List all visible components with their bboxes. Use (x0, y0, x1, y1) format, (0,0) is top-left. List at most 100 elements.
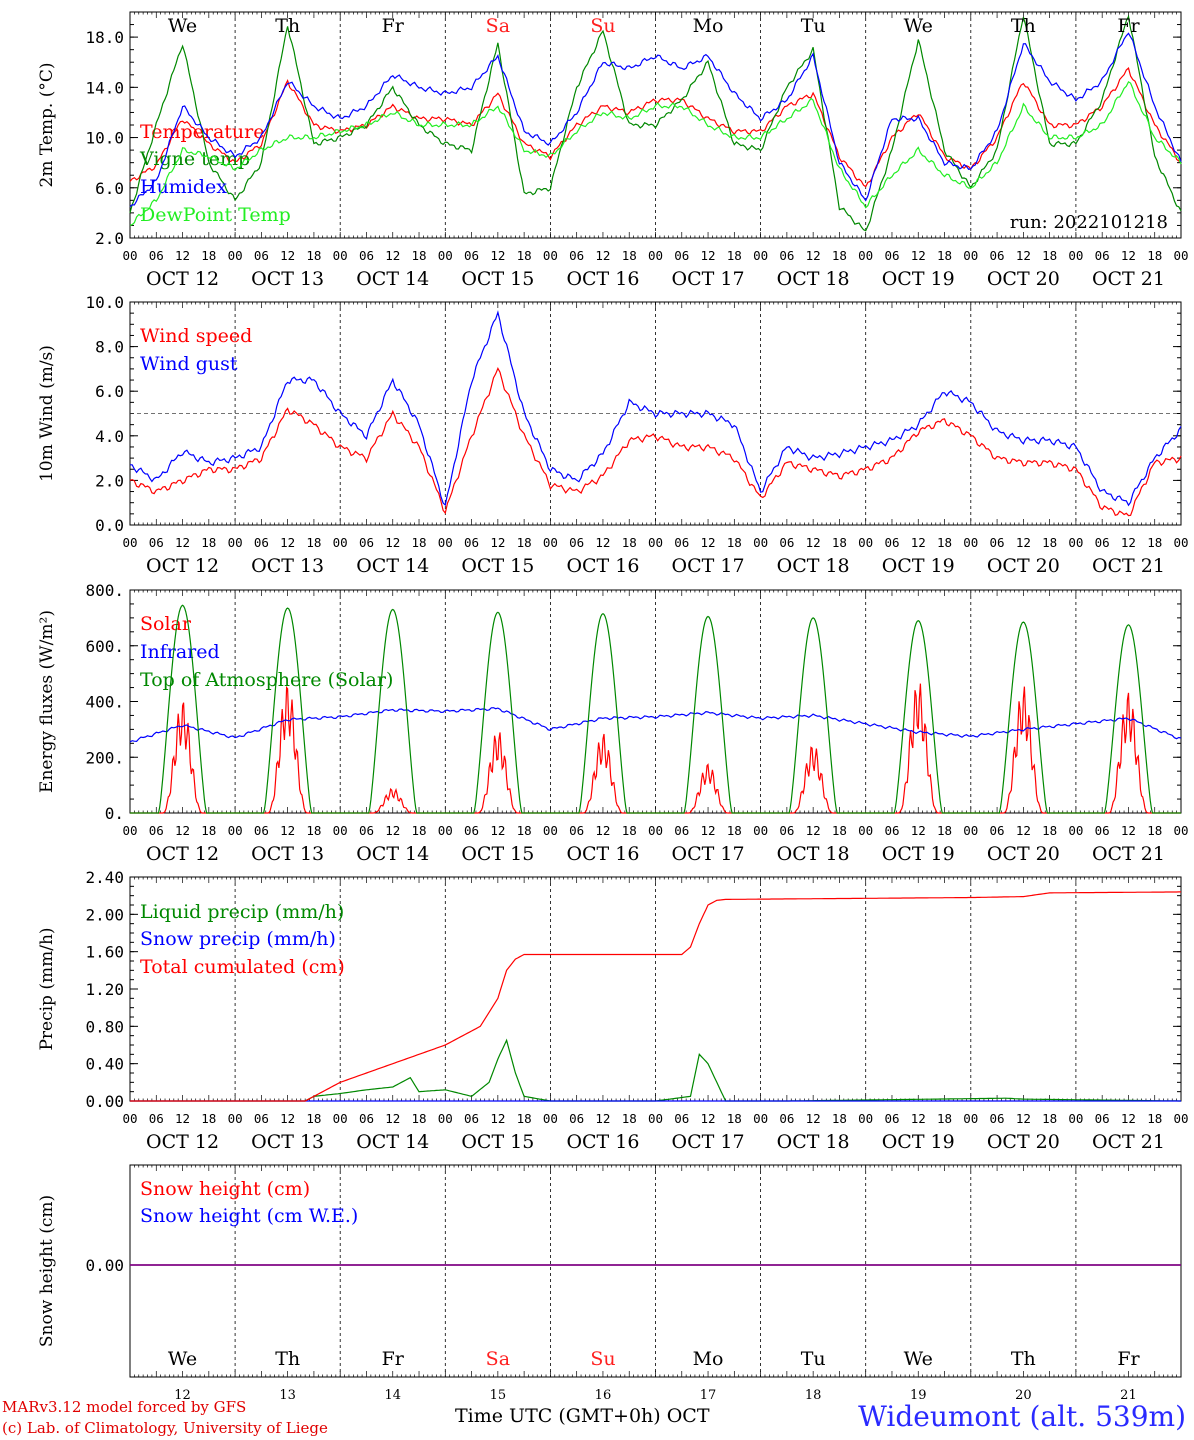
weekday-label: We (904, 15, 933, 37)
hour-tick-label: 12 (806, 1111, 821, 1126)
hour-tick-label: 12 (1016, 248, 1031, 263)
hour-tick-label: 18 (727, 535, 742, 550)
hour-tick-label: 06 (464, 535, 479, 550)
y-tick-label: 200. (85, 748, 124, 767)
hour-tick-label: 06 (674, 1111, 689, 1126)
date-label: OCT 21 (1092, 1131, 1165, 1153)
hour-tick-label: 18 (727, 1111, 742, 1126)
series-line-wind-gust (130, 310, 1182, 507)
y-tick-label: 800. (85, 581, 124, 600)
hour-tick-label: 00 (753, 1111, 768, 1126)
hour-tick-label: 00 (648, 823, 663, 838)
hour-tick-label: 06 (569, 1111, 584, 1126)
weekday-label: Fr (1117, 1348, 1140, 1370)
date-label: OCT 13 (251, 268, 324, 290)
hour-tick-label: 06 (990, 535, 1005, 550)
hour-tick-label: 06 (464, 1111, 479, 1126)
date-label: OCT 12 (146, 268, 219, 290)
day-number-label: 14 (384, 1388, 401, 1403)
hour-tick-label: 12 (385, 535, 400, 550)
hour-tick-label: 12 (1121, 823, 1136, 838)
y-axis-label: 10m Wind (m/s) (37, 345, 57, 482)
hour-tick-label: 06 (1095, 535, 1110, 550)
date-label: OCT 20 (987, 555, 1060, 577)
date-label: OCT 16 (566, 1131, 639, 1153)
legend-entry: DewPoint Temp (140, 204, 291, 226)
y-tick-label: 0.00 (85, 1092, 124, 1111)
hour-tick-label: 18 (201, 248, 216, 263)
hour-tick-label: 18 (306, 1111, 321, 1126)
legend-entry: Infrared (140, 641, 220, 663)
date-label: OCT 18 (777, 555, 850, 577)
hour-tick-label: 18 (622, 1111, 637, 1126)
hour-tick-label: 12 (1121, 535, 1136, 550)
hour-tick-label: 12 (701, 1111, 716, 1126)
hour-tick-label: 12 (280, 823, 295, 838)
weekday-label: Su (590, 1348, 615, 1370)
hour-tick-label: 18 (1042, 535, 1057, 550)
y-tick-label: 600. (85, 637, 124, 656)
hour-tick-label: 06 (569, 248, 584, 263)
hour-tick-label: 12 (911, 1111, 926, 1126)
hour-tick-label: 00 (858, 823, 873, 838)
legend-entry: Top of Atmosphere (Solar) (140, 669, 393, 691)
hour-tick-label: 06 (149, 248, 164, 263)
hour-tick-label: 12 (280, 248, 295, 263)
hour-tick-label: 00 (543, 1111, 558, 1126)
hour-tick-label: 00 (438, 248, 453, 263)
legend-entry: Solar (140, 613, 192, 635)
hour-tick-label: 06 (884, 535, 899, 550)
hour-tick-label: 12 (175, 535, 190, 550)
day-number-label: 18 (805, 1388, 822, 1403)
y-tick-label: 2.0 (95, 471, 124, 490)
hour-tick-label: 06 (674, 535, 689, 550)
hour-tick-label: 18 (306, 823, 321, 838)
y-tick-label: 6.0 (95, 382, 124, 401)
date-label: OCT 16 (566, 268, 639, 290)
hour-tick-label: 00 (122, 535, 137, 550)
weekday-label: Fr (382, 15, 405, 37)
hour-tick-label: 00 (753, 535, 768, 550)
hour-tick-label: 00 (333, 535, 348, 550)
hour-tick-label: 18 (1042, 1111, 1057, 1126)
hour-tick-label: 00 (333, 823, 348, 838)
hour-tick-label: 00 (1173, 823, 1188, 838)
hour-tick-label: 18 (622, 823, 637, 838)
hour-tick-label: 06 (674, 823, 689, 838)
hour-tick-label: 00 (122, 823, 137, 838)
weekday-label: Su (590, 15, 615, 37)
y-axis-label: Energy fluxes (W/m²) (37, 610, 57, 793)
y-tick-label: 4.0 (95, 427, 124, 446)
hour-tick-label: 06 (254, 248, 269, 263)
weekday-label: Fr (1117, 15, 1140, 37)
hour-tick-label: 18 (832, 823, 847, 838)
weekday-label: Sa (486, 15, 510, 37)
series-line-top-of-atmosphere-solar- (130, 604, 1181, 814)
date-label: OCT 18 (777, 268, 850, 290)
date-label: OCT 13 (251, 843, 324, 865)
hour-tick-label: 18 (1147, 248, 1162, 263)
hour-tick-label: 12 (1016, 535, 1031, 550)
date-label: OCT 17 (672, 268, 745, 290)
hour-tick-label: 00 (963, 823, 978, 838)
hour-tick-label: 12 (280, 1111, 295, 1126)
y-tick-label: 0.0 (95, 516, 124, 535)
hour-tick-label: 00 (438, 535, 453, 550)
hour-tick-label: 18 (411, 248, 426, 263)
hour-tick-label: 00 (1173, 1111, 1188, 1126)
hour-tick-label: 00 (1068, 248, 1083, 263)
date-label: OCT 14 (356, 555, 429, 577)
hour-tick-label: 18 (937, 823, 952, 838)
hour-tick-label: 06 (359, 248, 374, 263)
date-label: OCT 14 (356, 268, 429, 290)
hour-tick-label: 12 (595, 823, 610, 838)
date-label: OCT 15 (461, 555, 534, 577)
weekday-label: Th (1011, 15, 1036, 37)
hour-tick-label: 18 (832, 1111, 847, 1126)
y-tick-label: 2.00 (85, 905, 124, 924)
hour-tick-label: 06 (674, 248, 689, 263)
hour-tick-label: 06 (779, 1111, 794, 1126)
hour-tick-label: 12 (806, 823, 821, 838)
weekday-label: Mo (693, 1348, 724, 1370)
